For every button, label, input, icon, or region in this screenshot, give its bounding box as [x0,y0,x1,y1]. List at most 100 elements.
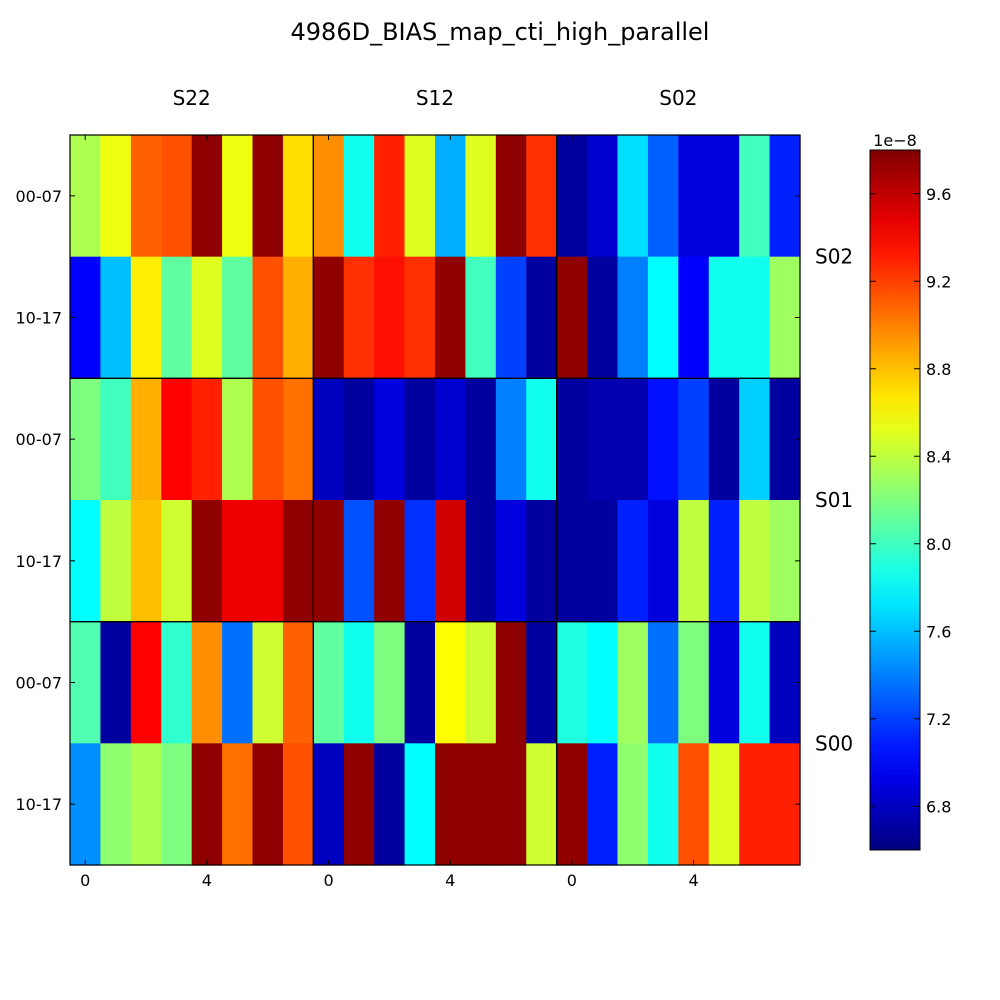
heatmap-cell [465,621,497,744]
heatmap-cell [70,135,102,258]
heatmap-cell [374,621,406,744]
heatmap-cell [70,378,102,501]
heatmap-cell [252,621,284,744]
column-group-label: S12 [416,86,454,110]
heatmap-cell [343,500,375,623]
row-group-labels: S02 S01 S00 [815,245,853,756]
heatmap-cell [282,135,314,258]
heatmap-cell [708,135,740,258]
heatmap-cell [526,743,558,866]
heatmap-cell [708,621,740,744]
heatmap-cell [587,743,619,866]
heatmap-cell [587,135,619,258]
heatmap-cell [526,621,558,744]
heatmap-cell [678,378,710,501]
colorbar-tick-label: 7.6 [926,622,951,641]
heatmap-cell [100,621,132,744]
heatmap-cell [739,743,771,866]
heatmap-cell [191,378,223,501]
heatmap-cell [100,378,132,501]
heatmap-cell [587,500,619,623]
colorbar-multiplier: 1e−8 [873,131,917,150]
heatmap-cell [374,135,406,258]
heatmap-cell [130,621,162,744]
heatmap-cell [130,743,162,866]
heatmap-cell [222,621,254,744]
heatmap-cell [556,743,588,866]
heatmap-cell [526,500,558,623]
heatmap-cell [435,500,467,623]
x-tick-label: 4 [202,871,212,890]
heatmap-cell [739,135,771,258]
heatmap-cell [617,500,649,623]
heatmap-cell [100,743,132,866]
colorbar-ticks: 6.8 7.2 7.6 8.0 8.4 8.8 9.2 9.6 [870,185,951,816]
heatmap-cell [374,378,406,501]
colorbar-tick-label: 8.4 [926,447,951,466]
heatmap-cell [161,500,193,623]
heatmap-cell [282,378,314,501]
heatmap-cell [313,378,345,501]
x-axis-ticks: 0 4 0 4 0 4 [80,135,699,890]
row-group-label: S00 [815,731,853,755]
heatmap-cell [282,621,314,744]
heatmap-cell [222,500,254,623]
x-tick-label: 4 [688,871,698,890]
heatmap-cell [70,500,102,623]
heatmap-cell [100,135,132,258]
y-tick-label: 00-07 [16,674,63,693]
heatmap-cell [435,256,467,379]
heatmap-cell [404,500,436,623]
row-group-label: S01 [815,488,853,512]
heatmap-cell [495,621,527,744]
heatmap-cell [313,500,345,623]
heatmap-cell [708,500,740,623]
chart-title: 4986D_BIAS_map_cti_high_parallel [291,18,710,46]
heatmap-cell [161,256,193,379]
heatmap-cell [617,135,649,258]
heatmap-cell [252,256,284,379]
column-group-labels: S22 S12 S02 [173,86,698,110]
heatmap-cell [404,743,436,866]
heatmap-cell [252,743,284,866]
heatmap-cell [708,378,740,501]
heatmap-cell [343,621,375,744]
heatmap-cell [252,135,284,258]
heatmap-cell [161,135,193,258]
heatmap-cell [739,500,771,623]
heatmap-cell [435,743,467,866]
heatmap-cell [313,621,345,744]
heatmap-cell [130,378,162,501]
heatmap-cell [374,743,406,866]
heatmap-cells [70,135,801,866]
heatmap-cell [222,256,254,379]
heatmap-cell [435,378,467,501]
y-tick-label: 00-07 [16,187,63,206]
heatmap-cell [222,135,254,258]
heatmap-cell [495,500,527,623]
y-tick-label: 10-17 [16,795,63,814]
heatmap-cell [708,256,740,379]
heatmap-cell [222,378,254,501]
heatmap-cell [100,256,132,379]
heatmap-cell [282,743,314,866]
heatmap-cell [556,378,588,501]
heatmap-cell [313,743,345,866]
panel-frame [556,621,801,866]
heatmap-cell [282,500,314,623]
heatmap-cell [465,256,497,379]
heatmap-cell [678,743,710,866]
heatmap-cell [465,500,497,623]
heatmap-cell [556,256,588,379]
heatmap-cell [556,500,588,623]
heatmap-cell [495,135,527,258]
heatmap-cell [647,621,679,744]
heatmap-cell [678,256,710,379]
heatmap-cell [222,743,254,866]
heatmap-cell [374,256,406,379]
heatmap-cell [739,621,771,744]
heatmap-cell [526,378,558,501]
heatmap-cell [161,621,193,744]
colorbar-gradient [869,149,921,851]
